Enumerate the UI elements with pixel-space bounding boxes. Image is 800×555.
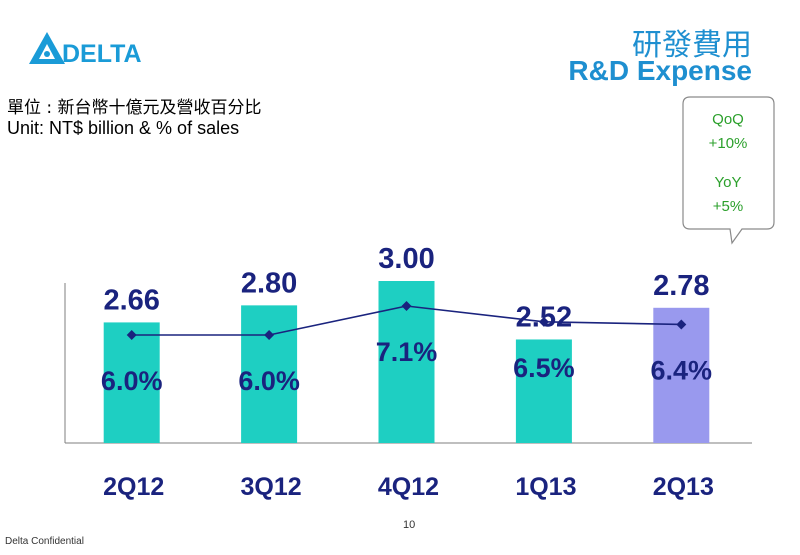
delta-triangle-icon — [29, 32, 65, 64]
callout-yoy-label: YoY — [714, 174, 742, 191]
bar-3Q12 — [241, 305, 298, 443]
line-point — [264, 330, 275, 340]
x-tick-label: 2Q13 — [653, 473, 714, 501]
line-value-label: 6.4% — [651, 355, 713, 385]
line-value-label: 6.0% — [238, 366, 300, 396]
bar-2Q13 — [653, 307, 710, 443]
bar-value-label: 2.66 — [103, 284, 159, 316]
unit-label-english: Unit: NT$ billion & % of sales — [7, 118, 240, 138]
bar-1Q13 — [515, 339, 572, 443]
line-point — [401, 301, 412, 311]
callout-yoy-value: +5% — [712, 198, 744, 215]
line-value-label: 7.1% — [376, 337, 438, 367]
x-tick-label: 2Q12 — [103, 473, 164, 501]
line-point — [538, 316, 549, 327]
confidential-label: Delta Confidential — [5, 536, 84, 547]
page-title-chinese: 研發費用 — [632, 28, 752, 63]
x-tick-label: 1Q13 — [515, 473, 576, 501]
bar-value-label: 2.78 — [653, 270, 709, 302]
bar-2Q12 — [103, 322, 160, 443]
x-tick-label: 3Q12 — [241, 473, 302, 501]
line-point — [126, 330, 137, 340]
callout-qoq-value: +10% — [708, 135, 748, 152]
line-value-label: 6.5% — [513, 353, 575, 383]
x-tick-label: 4Q12 — [378, 473, 439, 501]
delta-logo — [29, 32, 65, 64]
logo-text: DELTA — [62, 40, 142, 68]
bar-value-label: 3.00 — [378, 243, 434, 275]
page-title-english: R&D Expense — [568, 55, 752, 86]
bar-value-label: 2.80 — [241, 267, 297, 299]
page-number: 10 — [403, 519, 416, 531]
unit-label-chinese: 單位 : 新台幣十億元及營收百分比 — [7, 98, 262, 118]
line-point — [676, 319, 687, 330]
line-value-label: 6.0% — [101, 366, 163, 396]
bar-series — [103, 281, 710, 443]
callout-qoq-label: QoQ — [712, 111, 744, 128]
